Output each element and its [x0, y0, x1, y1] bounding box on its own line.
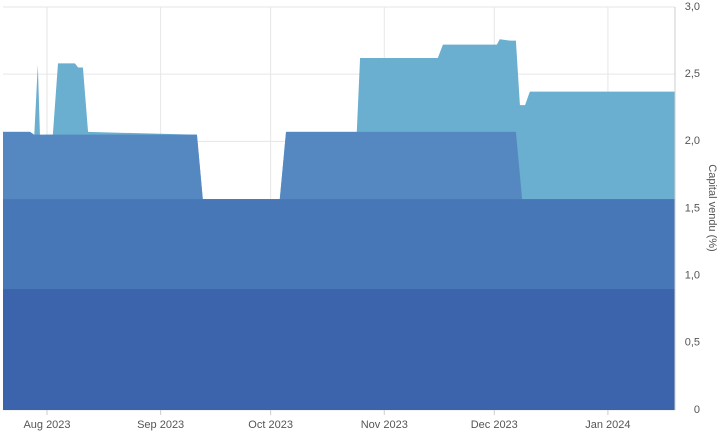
- x-tick-label: Oct 2023: [248, 419, 293, 431]
- x-tick-label: Aug 2023: [23, 419, 70, 431]
- x-tick-label: Dec 2023: [471, 419, 518, 431]
- area: [3, 289, 675, 410]
- y-tick-label: 2,5: [685, 68, 700, 80]
- y-tick-label: 2,0: [685, 135, 700, 147]
- y-tick-label: 1,0: [685, 270, 700, 282]
- y-tick-label: 0: [694, 404, 700, 416]
- y-axis-title: Capital vendu (%): [706, 164, 718, 251]
- x-tick-label: Jan 2024: [585, 419, 630, 431]
- y-tick-label: 0,5: [685, 337, 700, 349]
- y-tick-label: 1,5: [685, 202, 700, 214]
- y-tick-label: 3,0: [685, 1, 700, 13]
- x-tick-label: Nov 2023: [361, 419, 408, 431]
- x-tick-label: Sep 2023: [137, 419, 184, 431]
